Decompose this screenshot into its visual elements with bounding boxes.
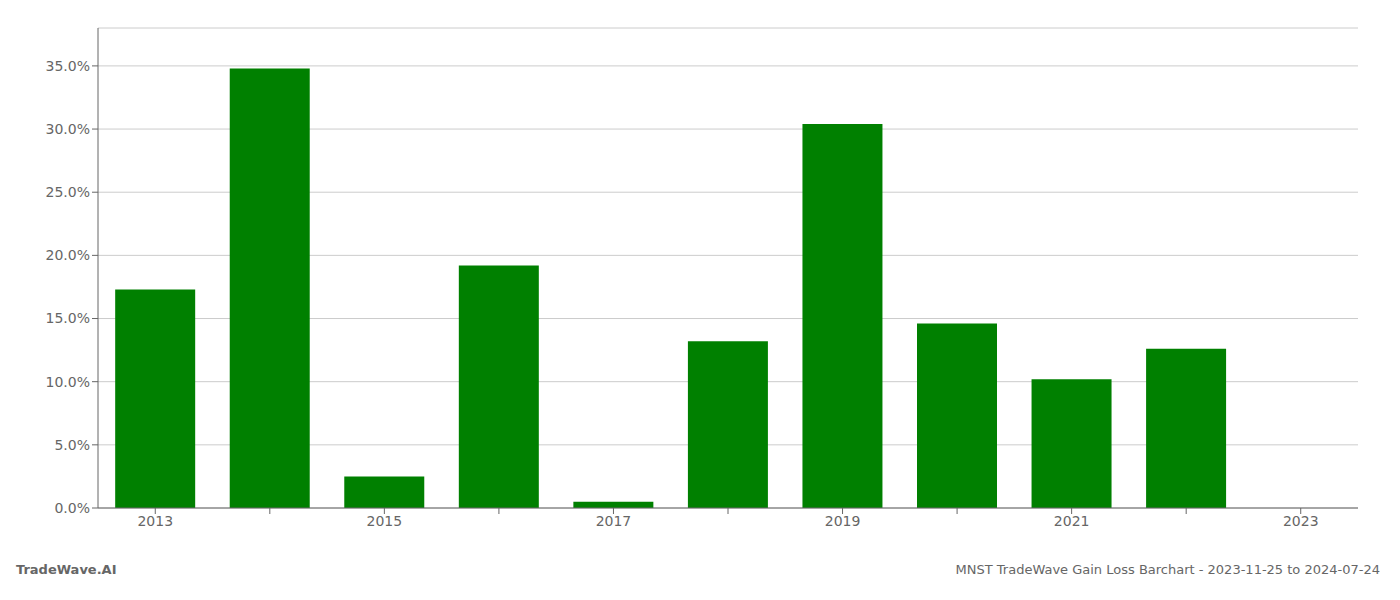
svg-text:20.0%: 20.0%	[46, 247, 90, 263]
svg-text:2019: 2019	[825, 513, 861, 529]
svg-text:35.0%: 35.0%	[46, 58, 90, 74]
svg-text:2017: 2017	[596, 513, 632, 529]
svg-text:2021: 2021	[1054, 513, 1090, 529]
svg-text:2023: 2023	[1283, 513, 1319, 529]
svg-text:5.0%: 5.0%	[54, 437, 90, 453]
svg-text:25.0%: 25.0%	[46, 184, 90, 200]
svg-text:2013: 2013	[137, 513, 173, 529]
svg-text:30.0%: 30.0%	[46, 121, 90, 137]
svg-text:10.0%: 10.0%	[46, 374, 90, 390]
html-text:MNST TradeWave Gain Loss Barch: MNST TradeWave Gain Loss Barchart - 2023…	[955, 562, 1380, 577]
html-text:TradeWave.AI: TradeWave.AI	[16, 562, 117, 577]
svg-text:2015: 2015	[367, 513, 403, 529]
svg-text:15.0%: 15.0%	[46, 310, 90, 326]
svg-text:0.0%: 0.0%	[54, 500, 90, 516]
